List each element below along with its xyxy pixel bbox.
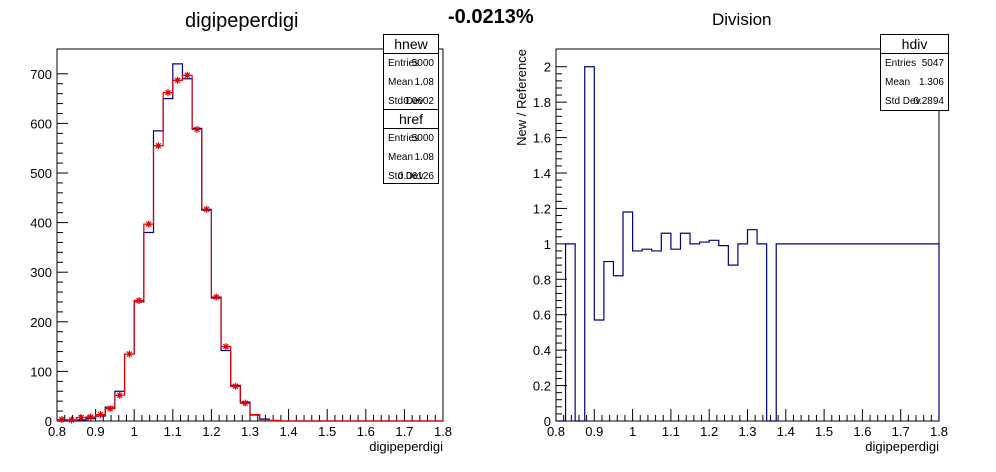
href-stddev-row: Std Dev 0.06126 <box>384 167 438 186</box>
right-xtick-label: 1.2 <box>700 424 718 439</box>
left-ytick-label: 200 <box>30 315 52 330</box>
right-yaxis-label: New / Reference <box>514 49 529 146</box>
right-ytick-label: 1.6 <box>533 131 551 146</box>
hdiv-stats-title: hdiv <box>881 35 948 54</box>
left-xtick-label: 1.4 <box>280 424 298 439</box>
left-xaxis-label: digipeperdigi <box>369 439 443 454</box>
href-marker <box>183 71 191 79</box>
hdiv-entries-row: Entries 5047 <box>881 54 948 73</box>
href-marker <box>87 413 95 421</box>
href-marker <box>154 142 162 150</box>
right-xaxis-label: digipeperdigi <box>865 439 939 454</box>
left-xtick-label: 1.7 <box>395 424 413 439</box>
href-histogram-line <box>56 74 443 422</box>
right-xtick-label: 1.7 <box>892 424 910 439</box>
href-entries-row: Entries 5000 <box>384 129 438 148</box>
left-xtick-label: 1.1 <box>164 424 182 439</box>
href-marker <box>125 350 133 358</box>
href-marker <box>135 296 143 304</box>
hnew-stddev-value: 0.0602 <box>403 96 434 107</box>
right-ytick-label: 1.8 <box>533 95 551 110</box>
href-marker <box>212 293 220 301</box>
hnew-entries-value: 5000 <box>411 58 434 69</box>
href-marker <box>145 220 153 228</box>
left-ytick-label: 500 <box>30 166 52 181</box>
right-ytick-label: 1 <box>544 237 551 252</box>
right-xtick-label: 1.8 <box>930 424 948 439</box>
hnew-stats-title: hnew <box>384 35 438 54</box>
right-xtick-label: 0.8 <box>547 424 565 439</box>
href-marker <box>232 382 240 390</box>
left-ytick-label: 100 <box>30 364 52 379</box>
hnew-stats-box: hnew Entries 5000 Mean 1.08 Std Dev 0.0602 <box>383 34 439 111</box>
right-ytick-label: 0.4 <box>533 343 551 358</box>
center-percentage-title: -0.0213% <box>448 6 534 28</box>
left-xtick-label: 0.9 <box>87 424 105 439</box>
right-xtick-label: 1 <box>629 424 636 439</box>
left-xtick-label: 1 <box>131 424 138 439</box>
right-xtick-label: 0.9 <box>585 424 603 439</box>
href-marker <box>106 405 114 413</box>
href-marker <box>96 411 104 419</box>
right-xtick-label: 1.5 <box>815 424 833 439</box>
right-xtick-label: 1.4 <box>777 424 795 439</box>
right-xtick-label: 1.3 <box>738 424 756 439</box>
right-plot-title: Division <box>712 10 772 29</box>
href-marker <box>116 391 124 399</box>
hdiv-mean-value: 1.306 <box>918 77 944 88</box>
right-ytick-label: 0.2 <box>533 379 551 394</box>
left-ytick-label: 700 <box>30 67 52 82</box>
href-entries-value: 5000 <box>411 133 434 144</box>
left-ytick-label: 300 <box>30 265 52 280</box>
href-marker <box>203 205 211 213</box>
href-marker <box>58 416 66 424</box>
right-ytick-label: 1.2 <box>533 201 551 216</box>
href-mean-row: Mean 1.08 <box>384 148 438 167</box>
left-xtick-label: 1.2 <box>202 424 220 439</box>
right-ytick-label: 0 <box>544 414 551 429</box>
left-ytick-label: 400 <box>30 216 52 231</box>
hdiv-stddev-value: 0.2894 <box>913 96 944 107</box>
hnew-stddev-row: Std Dev 0.0602 <box>384 92 438 111</box>
hdiv-histogram-line <box>556 66 940 422</box>
left-xtick-label: 0.8 <box>48 424 66 439</box>
href-marker <box>241 399 249 407</box>
right-ytick-label: 0.6 <box>533 308 551 323</box>
hdiv-entries-value: 5047 <box>921 58 944 69</box>
href-marker <box>174 76 182 84</box>
right-ytick-label: 0.8 <box>533 272 551 287</box>
href-stats-box: href Entries 5000 Mean 1.08 Std Dev 0.06126 <box>383 109 439 184</box>
href-mean-value: 1.08 <box>414 152 434 163</box>
href-marker <box>77 414 85 422</box>
href-stddev-value: 0.06126 <box>397 171 434 182</box>
left-xtick-label: 1.3 <box>241 424 259 439</box>
hdiv-stddev-row: Std Dev 0.2894 <box>881 92 948 111</box>
right-xtick-label: 1.6 <box>853 424 871 439</box>
left-xtick-label: 1.5 <box>318 424 336 439</box>
href-marker <box>164 89 172 97</box>
hdiv-stats-box: hdiv Entries 5047 Mean 1.306 Std Dev 0.2894 <box>880 34 949 111</box>
right-ytick-label: 1.4 <box>533 166 551 181</box>
hnew-mean-row: Mean 1.08 <box>384 73 438 92</box>
left-ytick-label: 0 <box>45 414 52 429</box>
left-ytick-label: 600 <box>30 116 52 131</box>
href-marker <box>222 343 230 351</box>
left-xtick-label: 1.6 <box>357 424 375 439</box>
href-marker <box>67 416 75 424</box>
right-xtick-label: 1.1 <box>662 424 680 439</box>
hnew-entries-row: Entries 5000 <box>384 54 438 73</box>
left-plot-title: digipeperdigi <box>185 10 299 32</box>
hdiv-mean-row: Mean 1.306 <box>881 73 948 92</box>
href-stats-title: href <box>384 110 438 129</box>
hnew-mean-value: 1.08 <box>414 77 434 88</box>
left-xtick-label: 1.8 <box>434 424 452 439</box>
href-marker <box>193 125 201 133</box>
right-ytick-label: 2 <box>544 60 551 75</box>
